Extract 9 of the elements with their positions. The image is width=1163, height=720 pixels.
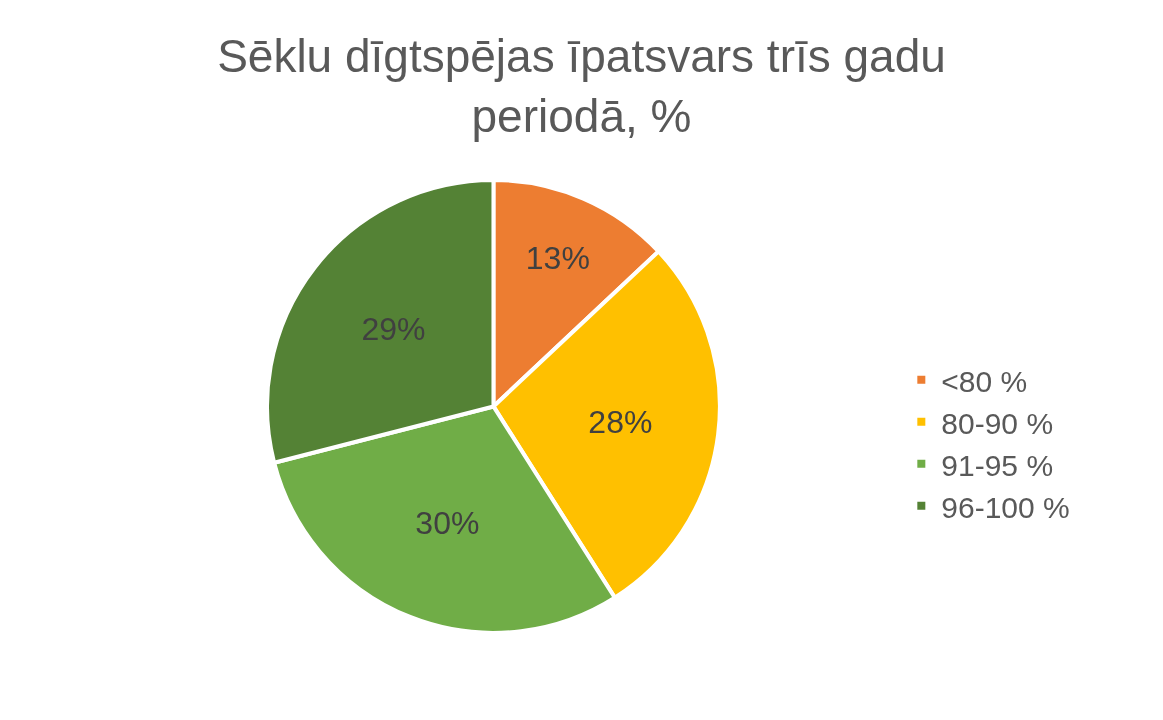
data-label: 13% — [525, 239, 590, 276]
legend-label: <80 % — [941, 364, 1028, 398]
data-label: 30% — [415, 504, 480, 541]
data-label: 28% — [588, 404, 653, 441]
legend-label: 91-95 % — [941, 448, 1054, 482]
chart-title: Sēklu dīgtspējas īpatsvars trīs gadu periodā, % — [217, 30, 946, 142]
data-label: 29% — [361, 310, 426, 347]
legend-label: 80-90 % — [941, 406, 1054, 440]
legend-label: 96-100 % — [941, 490, 1070, 524]
